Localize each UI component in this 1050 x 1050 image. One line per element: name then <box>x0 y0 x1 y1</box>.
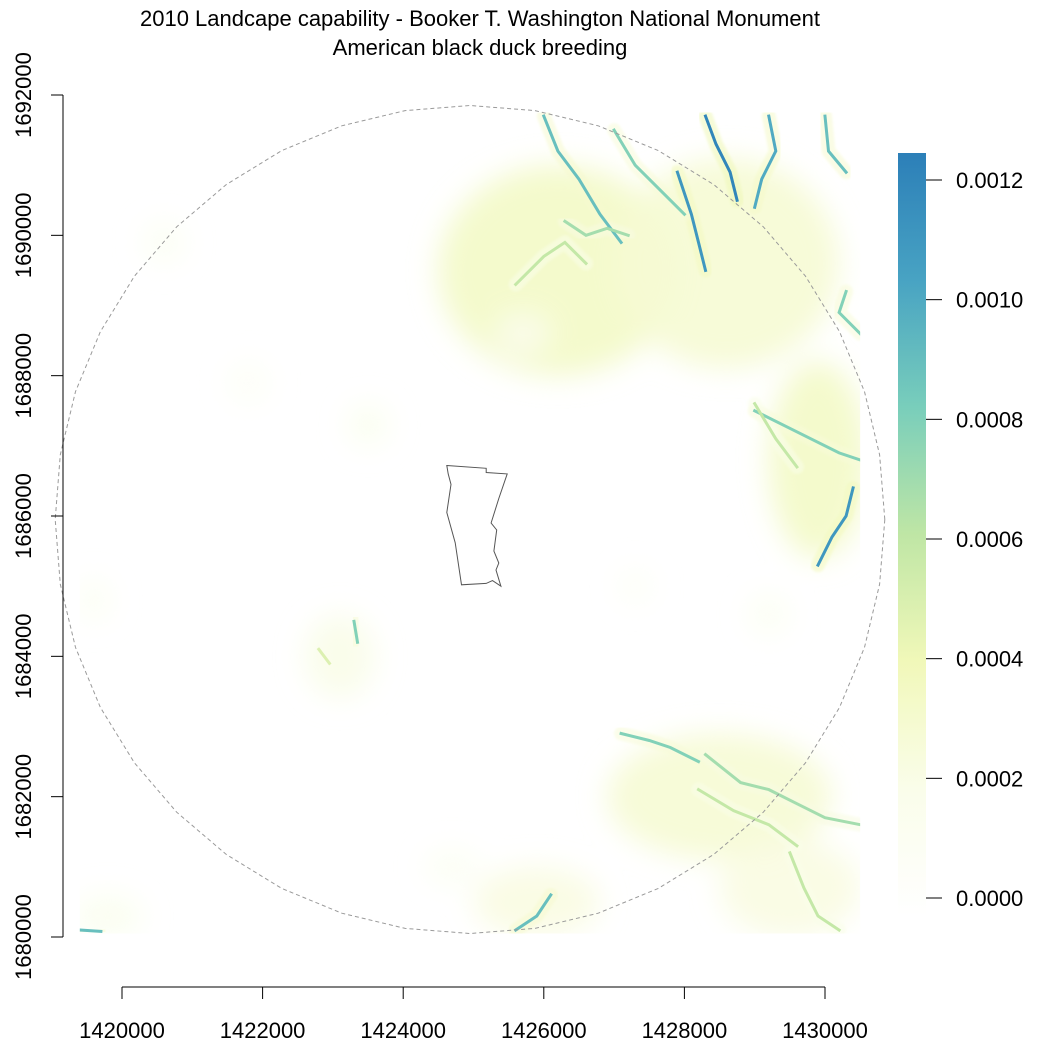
stream-segment <box>815 486 855 568</box>
y-tick-label: 1688000 <box>11 333 36 419</box>
y-tick-label: 1684000 <box>11 613 36 699</box>
raster-patch <box>614 158 840 369</box>
stream-segment <box>316 647 332 666</box>
stream-segment <box>513 892 553 933</box>
stream-segment <box>675 170 708 273</box>
legend-tick-label: 0.0000 <box>956 886 1023 911</box>
capability-raster <box>79 112 861 934</box>
y-tick-label: 1686000 <box>11 473 36 559</box>
legend-tick-label: 0.0004 <box>956 647 1023 672</box>
stream-segment <box>837 289 861 336</box>
stream-halo <box>832 284 861 341</box>
stream-segment <box>619 731 701 764</box>
stream-segment <box>696 787 800 848</box>
raster-patch <box>719 838 861 934</box>
x-tick-label: 1422000 <box>220 1018 306 1043</box>
stream-segment <box>79 928 103 933</box>
raster-patch <box>494 312 551 355</box>
x-tick-label: 1426000 <box>501 1018 587 1043</box>
raster-patch <box>438 165 678 376</box>
x-tick-label: 1420000 <box>79 1018 165 1043</box>
raster-patch <box>79 894 144 934</box>
raster-patch <box>79 579 112 622</box>
stream-segment <box>612 128 687 217</box>
x-tick-label: 1428000 <box>642 1018 728 1043</box>
raster-patch <box>424 849 481 885</box>
legend-tick-label: 0.0010 <box>956 288 1023 313</box>
stream-segment <box>703 114 739 203</box>
raster-patch <box>346 403 390 446</box>
stream-segment <box>513 240 589 287</box>
map-title: 2010 Landcape capability - Booker T. Was… <box>140 6 820 31</box>
y-axis: 1680000 1682000 1684000 1686000 1688000 16900… <box>11 52 64 980</box>
legend-tick-label: 0.0012 <box>956 168 1023 193</box>
y-tick-label: 1692000 <box>11 52 36 138</box>
x-tick-label: 1430000 <box>782 1018 868 1043</box>
legend-tick-label: 0.0008 <box>956 407 1023 432</box>
raster-patch <box>143 221 186 264</box>
stream-segment <box>752 408 861 462</box>
raster-patch <box>747 593 790 636</box>
y-tick-label: 1690000 <box>11 192 36 278</box>
legend-color-bar <box>898 153 926 916</box>
stream-segment <box>541 114 624 245</box>
stream-segment <box>352 619 360 645</box>
raster-patch <box>473 866 601 934</box>
raster-streams <box>79 114 861 933</box>
y-tick-label: 1680000 <box>11 894 36 980</box>
stream-segment <box>703 752 861 827</box>
legend-tick-label: 0.0002 <box>956 766 1023 791</box>
raster-patch <box>227 361 270 404</box>
stream-segment <box>823 114 849 175</box>
y-tick-label: 1682000 <box>11 754 36 840</box>
x-tick-label: 1424000 <box>360 1018 446 1043</box>
map-subtitle: American black duck breeding <box>332 35 628 60</box>
legend-tick-label: 0.0006 <box>956 527 1023 552</box>
color-legend: 0.0000 0.0002 0.0004 0.0006 0.0008 0.0010 0.00… <box>898 153 1023 916</box>
x-axis: 1420000 1422000 1424000 1426000 1428000 14300… <box>79 986 868 1043</box>
stream-segment <box>562 219 631 238</box>
stream-segment <box>752 401 800 470</box>
title-block: 2010 Landcape capability - Booker T. Was… <box>0 4 960 62</box>
raster-patch <box>617 568 653 604</box>
monument-boundary <box>446 464 508 588</box>
stream-segment <box>752 114 778 210</box>
raster-patch <box>304 614 376 699</box>
raster-patch <box>768 361 861 559</box>
stream-segment <box>787 850 842 933</box>
